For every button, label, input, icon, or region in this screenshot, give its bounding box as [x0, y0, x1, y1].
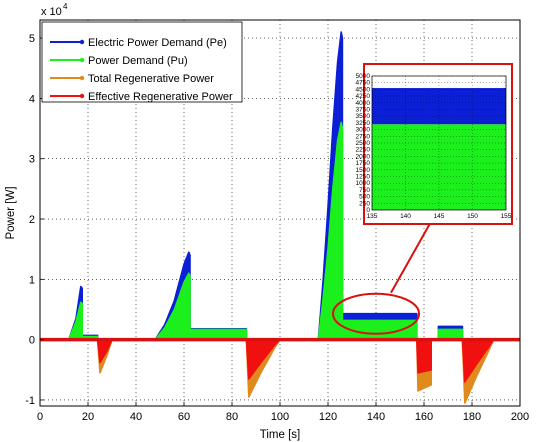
inset-y-tick-label: 250: [359, 200, 370, 207]
legend-marker-0: [79, 39, 85, 45]
x-tick-label: 40: [130, 411, 142, 423]
x-tick-label: 20: [82, 411, 94, 423]
series-1: [68, 121, 464, 341]
inset-x-tick-label: 140: [400, 213, 411, 220]
inset-zoom-chart: 0250500750100012501500175020002250250027…: [356, 63, 513, 225]
inset-y-tick-label: 0: [366, 207, 370, 214]
inset-y-tick-label: 1500: [356, 167, 371, 174]
zoom-ellipse: [332, 292, 420, 335]
legend: Electric Power Demand (Pe) Power Demand (…: [41, 21, 243, 103]
x-tick-label: 140: [367, 411, 385, 423]
legend-label-0: Electric Power Demand (Pe): [88, 37, 227, 49]
y-exponent-power: 4: [63, 2, 68, 11]
inset-y-tick-label: 1750: [356, 160, 371, 167]
y-tick-label: 0: [29, 335, 35, 347]
x-tick-label: 80: [226, 411, 238, 423]
inset-y-tick-label: 2250: [356, 147, 371, 154]
y-tick-label: 5: [29, 33, 35, 45]
y-tick-label: 2: [29, 214, 35, 226]
inset-y-tick-label: 2750: [356, 133, 371, 140]
inset-y-tick-label: 3750: [356, 107, 371, 114]
legend-label-1: Power Demand (Pu): [88, 55, 188, 67]
inset-y-tick-label: 4500: [356, 86, 371, 93]
x-tick-label: 180: [463, 411, 481, 423]
inset-y-tick-label: 4000: [356, 100, 371, 107]
inset-y-tick-label: 500: [359, 194, 370, 201]
inset-y-tick-label: 5000: [356, 73, 371, 80]
inset-x-tick-label: 155: [501, 213, 512, 220]
inset-y-tick-label: 4750: [356, 80, 371, 87]
series-3-area-2: [415, 338, 433, 374]
series-layer: [68, 31, 495, 404]
x-tick-label: 0: [37, 411, 43, 423]
x-axis-title: Time [s]: [260, 429, 300, 441]
legend-label-2: Total Regenerative Power: [88, 73, 214, 85]
inset-plot-frame: [371, 75, 507, 211]
x-tick-label: 160: [415, 411, 433, 423]
x-tick-label: 120: [319, 411, 337, 423]
legend-box: [41, 21, 243, 103]
inset-y-tick-label: 750: [359, 187, 370, 194]
legend-label-3: Effective Regenerative Power: [88, 91, 233, 103]
inset-y-tick-label: 3500: [356, 113, 371, 120]
y-axis-title: Power [W]: [5, 186, 17, 239]
y-tick-label: 1: [29, 274, 35, 286]
y-exponent-label: x 10: [41, 6, 62, 18]
legend-marker-2: [79, 75, 85, 81]
x-tick-label: 200: [511, 411, 529, 423]
inset-x-tick-label: 135: [367, 213, 378, 220]
x-tick-label: 100: [271, 411, 289, 423]
inset-band-0: [372, 124, 506, 210]
x-tick-label: 60: [178, 411, 190, 423]
inset-y-tick-label: 2500: [356, 140, 371, 147]
inset-y-tick-label: 3250: [356, 120, 371, 127]
inset-y-tick-label: 1000: [356, 180, 371, 187]
y-tick-label: 3: [29, 154, 35, 166]
series-1-area-1: [154, 272, 248, 341]
x-axis-ticks: 0 20 40 60 80 100 120 140 160 180 200: [37, 402, 529, 423]
y-tick-label: -1: [25, 395, 35, 407]
series-1-area-2: [317, 121, 418, 341]
inset-y-tick-label: 1250: [356, 174, 371, 181]
legend-marker-1: [79, 57, 85, 63]
y-tick-label: 4: [29, 93, 35, 105]
legend-marker-3: [79, 93, 85, 99]
inset-x-tick-label: 145: [434, 213, 445, 220]
inset-y-tick-label: 2000: [356, 153, 371, 160]
inset-x-tick-label: 150: [467, 213, 478, 220]
inset-y-tick-label: 4250: [356, 93, 371, 100]
inset-y-tick-label: 3000: [356, 127, 371, 134]
